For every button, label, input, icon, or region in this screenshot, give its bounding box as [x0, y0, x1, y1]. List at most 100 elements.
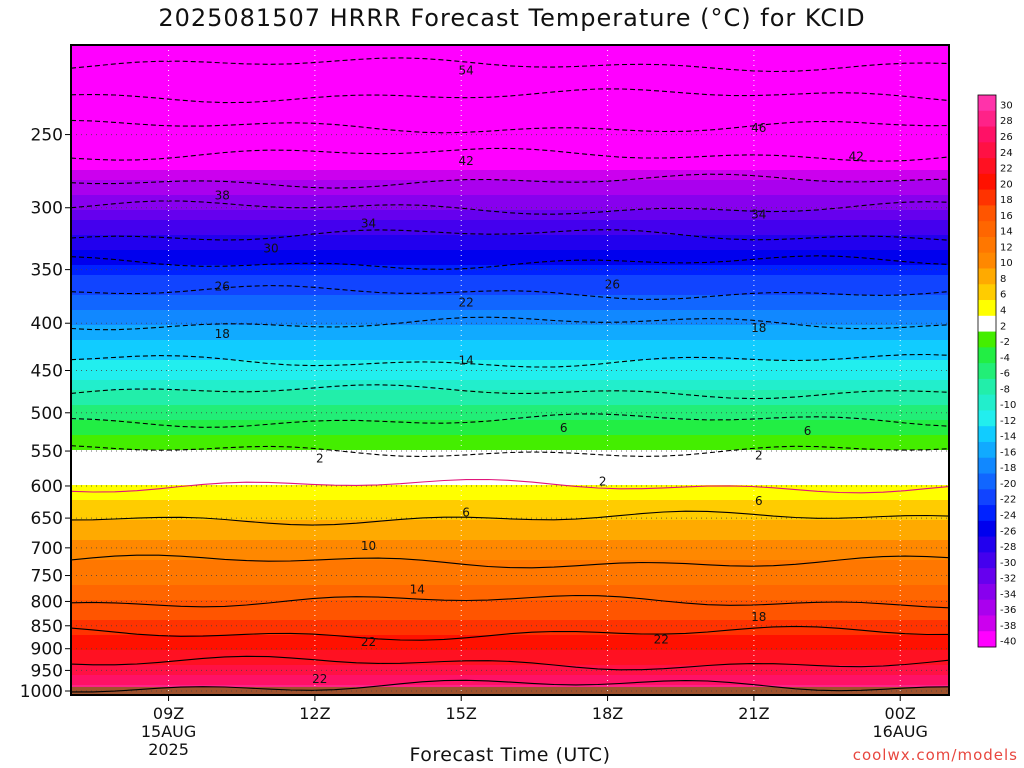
x-tick-sublabel: 16AUG: [873, 722, 928, 741]
isotherm: [71, 413, 949, 428]
colorbar-swatch: [978, 473, 996, 490]
temp-band: [71, 525, 949, 531]
colorbar-label: -40: [1000, 637, 1016, 648]
y-tick-label: 350: [31, 261, 63, 281]
temp-band: [71, 330, 949, 336]
temp-band: [71, 240, 949, 246]
temp-band: [71, 435, 949, 441]
y-tick-label: 850: [31, 617, 63, 637]
temp-band: [71, 680, 949, 686]
isotherm: [71, 200, 949, 215]
temp-band: [71, 650, 949, 656]
temp-band: [71, 520, 949, 526]
contour-label: 22: [654, 633, 669, 647]
isotherm: [71, 353, 949, 368]
colorbar-swatch: [978, 410, 996, 427]
colorbar-swatch: [978, 536, 996, 553]
contour-lines: [71, 57, 949, 693]
temp-band: [71, 305, 949, 311]
colorbar-label: -12: [1000, 416, 1016, 427]
temp-band: [71, 95, 949, 101]
temp-band: [71, 105, 949, 111]
temp-band: [71, 380, 949, 386]
colorbar-label: 22: [1000, 164, 1013, 175]
temp-band: [71, 55, 949, 61]
colorbar-swatch: [978, 284, 996, 301]
isotherm: [71, 445, 949, 458]
contour-label: 38: [215, 189, 230, 203]
colorbar-label: -36: [1000, 605, 1016, 616]
colorbar-label: -6: [1000, 369, 1010, 380]
colorbar-label: -38: [1000, 621, 1016, 632]
isotherm: [71, 510, 949, 526]
colorbar-swatch: [978, 300, 996, 317]
temp-band: [71, 220, 949, 226]
temp-band: [71, 225, 949, 231]
y-tick-label: 250: [31, 126, 63, 146]
colorbar-swatch: [978, 583, 996, 601]
temp-band: [71, 215, 949, 221]
temp-band: [71, 620, 949, 626]
temp-band: [71, 310, 949, 316]
y-tick-label: 550: [31, 442, 63, 462]
temp-band: [71, 530, 949, 536]
isotherm: [71, 119, 949, 134]
colorbar-label: -18: [1000, 463, 1016, 474]
contour-label: 6: [755, 494, 763, 508]
temp-band: [71, 360, 949, 366]
y-tick-label: 500: [31, 404, 63, 424]
temp-band: [71, 375, 949, 381]
temp-band: [71, 345, 949, 351]
temp-band: [71, 450, 949, 456]
temp-band: [71, 90, 949, 96]
temp-band: [71, 175, 949, 181]
contour-label: 2: [599, 474, 607, 488]
contour-label: 6: [560, 421, 568, 435]
temp-band: [71, 110, 949, 116]
temp-band: [71, 475, 949, 481]
credit-link[interactable]: coolwx.com/models: [852, 746, 1018, 764]
temp-band: [71, 570, 949, 576]
isotherm: [71, 384, 949, 400]
colorbar: 30 28 26 24 22 20 18 16 14 12 10 8 6 4 2 -2 -4 -6 -8 -10 -12…: [977, 94, 1016, 648]
temp-band: [71, 485, 949, 491]
temp-band: [71, 150, 949, 156]
colorbar-swatch: [978, 599, 996, 616]
temp-band: [71, 590, 949, 596]
contour-label: 6: [462, 505, 470, 519]
contour-label: 54: [458, 63, 473, 77]
isotherm: [71, 316, 949, 331]
temp-band: [71, 385, 949, 391]
temp-band: [71, 300, 949, 306]
temp-band: [71, 190, 949, 196]
contour-label: 10: [361, 539, 376, 553]
temp-band: [71, 70, 949, 76]
temp-band: [71, 270, 949, 276]
colorbar-label: -20: [1000, 479, 1016, 490]
temp-band: [71, 625, 949, 631]
temp-band: [71, 280, 949, 286]
temp-band: [71, 675, 949, 681]
temp-band: [71, 355, 949, 361]
temp-band: [71, 140, 949, 146]
colorbar-label: 20: [1000, 179, 1013, 190]
isotherm: [71, 88, 949, 104]
temp-band: [71, 515, 949, 521]
y-tick-label: 300: [31, 199, 63, 219]
temp-band: [71, 395, 949, 401]
isotherm: [71, 255, 949, 270]
temperature-fill: [71, 45, 949, 695]
colorbar-label: 8: [1000, 274, 1006, 285]
colorbar-label: -14: [1000, 432, 1016, 443]
colorbar-swatch: [978, 315, 996, 332]
temp-band: [71, 365, 949, 371]
ground-fill: [71, 686, 949, 695]
colorbar-swatch: [978, 205, 996, 222]
colorbar-label: 14: [1000, 227, 1013, 238]
y-tick-label: 400: [31, 314, 63, 334]
temp-band: [71, 160, 949, 166]
colorbar-label: 18: [1000, 195, 1013, 206]
colorbar-swatch: [978, 631, 996, 648]
contour-label: 22: [361, 635, 376, 649]
contour-label: 26: [215, 279, 230, 293]
